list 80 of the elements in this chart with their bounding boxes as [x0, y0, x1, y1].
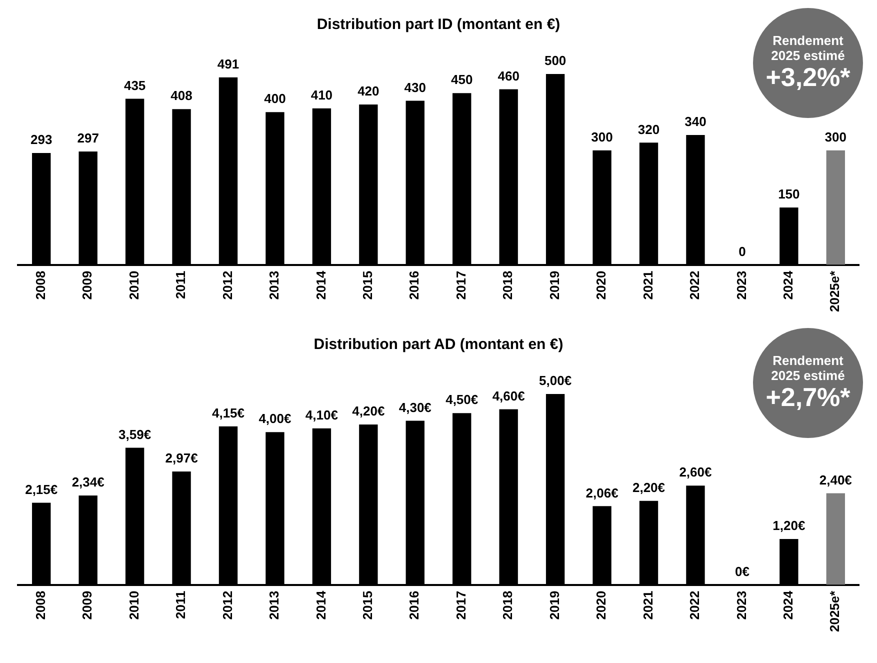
x-tick-label: 2020	[594, 590, 609, 620]
data-label: 320	[638, 122, 660, 137]
x-tick-label: 2011	[173, 270, 188, 299]
data-label: 420	[358, 84, 380, 99]
x-tick-label: 2022	[687, 590, 702, 620]
x-tick-label: 2014	[313, 590, 328, 620]
x-tick-label: 2012	[220, 270, 235, 300]
x-tick-label: 2019	[546, 590, 562, 620]
x-tick-label: 2018	[500, 590, 516, 620]
data-label: 4,00€	[258, 411, 292, 426]
x-tick-label: 2013	[266, 590, 282, 620]
chart-title: Distribution part ID (montant en €)	[316, 16, 560, 34]
data-label: 2,20€	[632, 480, 666, 495]
data-label: 2,34€	[72, 474, 104, 490]
x-tick-label: 2025e*	[827, 270, 842, 312]
x-tick-label: 2018	[500, 270, 516, 300]
data-label: 300	[591, 129, 613, 144]
x-tick-label: 2012	[220, 590, 235, 620]
x-tick-label: 2024	[780, 270, 796, 300]
x-tick-label: 2014	[313, 270, 328, 300]
x-tick-label: 2010	[126, 270, 142, 300]
x-tick-label: 2021	[640, 270, 656, 300]
annotation: +2,7%*	[766, 382, 850, 412]
data-label: 408	[170, 88, 192, 104]
data-label: 450	[451, 72, 473, 88]
data-label: 500	[544, 53, 566, 68]
x-tick-label: 2013	[266, 270, 282, 300]
x-tick-label: 2024	[780, 590, 796, 620]
data-label: 150	[778, 186, 800, 202]
annotation: +3,2%*	[766, 62, 850, 92]
data-label: 460	[498, 68, 520, 84]
x-tick-label: 2023	[734, 590, 749, 620]
x-tick-label: 2009	[80, 270, 95, 300]
data-label: 0€	[734, 564, 750, 579]
data-label: 410	[310, 87, 333, 102]
x-tick-label: 2008	[32, 270, 48, 300]
data-label: 300	[824, 129, 846, 144]
data-label: 4,10€	[305, 407, 338, 422]
x-tick-label: 2009	[80, 590, 95, 620]
data-label: 2,60€	[679, 464, 712, 480]
data-label: 400	[264, 91, 286, 106]
x-tick-label: 2022	[687, 270, 702, 300]
x-tick-label: 2016	[406, 270, 422, 300]
x-tick-label: 2020	[594, 270, 609, 300]
data-label: 4,60€	[492, 388, 525, 404]
x-tick-label: 2023	[734, 270, 749, 300]
x-tick-label: 2019	[546, 270, 562, 300]
data-label: 2,06€	[586, 485, 618, 500]
data-label: 4,15€	[212, 406, 245, 421]
data-label: 293	[30, 132, 52, 148]
x-tick-label: 2015	[360, 270, 375, 300]
data-label: 5,00€	[539, 373, 572, 388]
x-tick-label: 2015	[360, 590, 375, 620]
data-label: 430	[404, 80, 426, 95]
x-tick-label: 2017	[453, 270, 468, 300]
x-tick-label: 2016	[406, 590, 422, 620]
data-label: 2,15€	[25, 482, 58, 497]
data-label: 340	[684, 114, 706, 130]
data-label: 3,59€	[118, 426, 152, 442]
x-tick-label: 2010	[126, 590, 142, 620]
data-label: 297	[77, 130, 99, 146]
data-label: 4,30€	[398, 400, 432, 415]
bar	[826, 150, 845, 265]
x-tick-label: 2021	[640, 590, 656, 620]
data-label: 4,20€	[352, 404, 385, 419]
chart-title: Distribution part AD (montant en €)	[314, 336, 564, 354]
bar	[826, 493, 845, 585]
text: Rendement 2025 estimé	[770, 33, 846, 63]
data-label: 4,50€	[446, 392, 478, 408]
data-label: 435	[124, 78, 146, 93]
text: Rendement 2025 estimé	[770, 353, 846, 383]
data-label: 0	[738, 244, 746, 259]
x-tick-label: 2011	[173, 590, 188, 619]
data-label: 2,40€	[819, 472, 852, 488]
x-tick-label: 2008	[32, 590, 48, 620]
x-tick-label: 2025e*	[827, 590, 842, 632]
data-label: 1,20€	[772, 518, 806, 534]
data-label: 491	[217, 56, 240, 72]
data-label: 2,97€	[165, 450, 198, 466]
x-tick-label: 2017	[453, 590, 468, 620]
